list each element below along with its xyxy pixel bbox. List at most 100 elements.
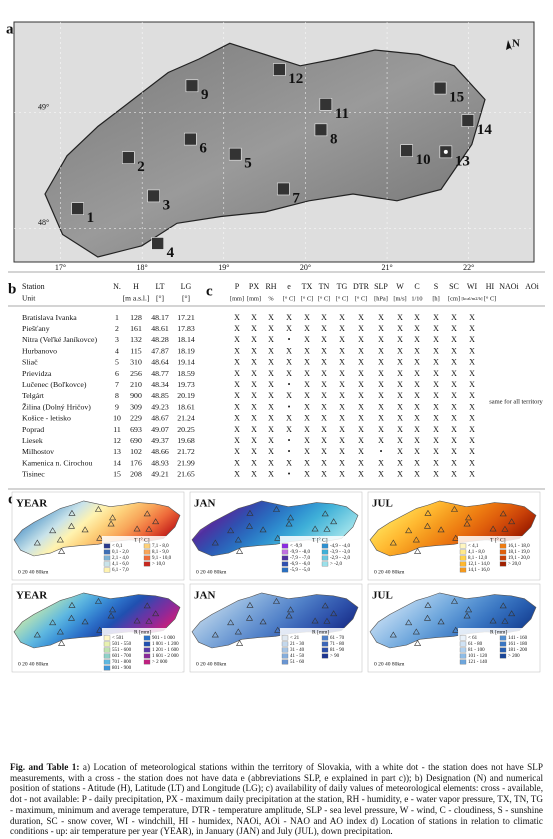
- legend-label: > -2,0: [330, 562, 342, 567]
- availability-mark: X: [451, 313, 457, 322]
- availability-mark: X: [251, 391, 257, 400]
- availability-mark: X: [397, 380, 403, 389]
- availability-mark: X: [234, 380, 240, 389]
- legend-label: 8,1 - 9,0: [152, 550, 169, 555]
- table-header: P: [235, 282, 240, 291]
- availability-mark: X: [378, 458, 384, 467]
- station-number: 15: [449, 90, 464, 106]
- station-triangle: [96, 626, 104, 633]
- station-triangle: [211, 631, 219, 638]
- legend-label: 601 - 700: [112, 654, 132, 659]
- station-name: Košice - letisko: [22, 414, 71, 423]
- map-scale: 0 20 40 80km: [196, 569, 227, 575]
- legend-swatch: [103, 543, 111, 549]
- station-triangle: [56, 536, 64, 543]
- lon-label: 17°: [55, 263, 66, 272]
- station-triangle: [285, 520, 293, 527]
- lon-label: 18°: [137, 263, 148, 272]
- table-unit: [m/s]: [393, 295, 406, 302]
- availability-mark: X: [414, 335, 420, 344]
- availability-mark: X: [234, 324, 240, 333]
- table-number: 208: [130, 470, 142, 479]
- map-scale: 0 20 40 80km: [18, 661, 49, 667]
- availability-mark: X: [358, 380, 364, 389]
- availability-mark: X: [251, 402, 257, 411]
- legend-label: 61 - 80: [468, 642, 483, 647]
- table-unit: [hPa]: [374, 295, 388, 302]
- legend-swatch: [143, 543, 151, 549]
- availability-mark: X: [469, 324, 475, 333]
- availability-mark: X: [234, 470, 240, 479]
- availability-mark: X: [234, 458, 240, 467]
- availability-mark: X: [339, 391, 345, 400]
- availability-mark: X: [268, 358, 274, 367]
- station-number: 13: [455, 153, 470, 169]
- station-triangle: [107, 612, 115, 619]
- availability-mark: X: [451, 425, 457, 434]
- station-name: Žilina (Dolný Hričov): [22, 401, 91, 411]
- table-header: DTR: [353, 282, 370, 291]
- availability-mark: X: [433, 346, 439, 355]
- availability-mark: X: [321, 458, 327, 467]
- station-triangle: [424, 601, 432, 608]
- slovakia-outline: [369, 592, 537, 649]
- availability-mark: X: [234, 358, 240, 367]
- table-number: 128: [130, 313, 142, 322]
- availability-mark: X: [469, 402, 475, 411]
- legend-swatch: [103, 567, 111, 573]
- station-triangle: [49, 527, 57, 534]
- station-triangle: [33, 539, 41, 546]
- station-name: Hurbanovo: [22, 346, 57, 355]
- station-name: Lučenec (Boľkovce): [22, 380, 87, 389]
- availability-mark: X: [251, 425, 257, 434]
- station-name: Liesek: [22, 436, 43, 445]
- station-marker: [433, 81, 447, 95]
- availability-mark: X: [451, 436, 457, 445]
- table-number: 161: [130, 324, 142, 333]
- figure: a N b c d 17°18°19°20°21°22°49°48°123456…: [6, 21, 545, 673]
- table-header: RH: [265, 282, 276, 291]
- legend-swatch: [281, 635, 289, 641]
- legend-label: 81 - 90: [330, 648, 345, 653]
- availability-mark: X: [321, 313, 327, 322]
- legend-swatch: [459, 659, 467, 665]
- table-number: 229: [130, 414, 142, 423]
- legend-title: R [mm]: [490, 629, 507, 635]
- availability-mark: X: [251, 458, 257, 467]
- availability-mark: •: [288, 380, 291, 389]
- table-unit: 1/10: [411, 295, 422, 302]
- availability-mark: X: [321, 380, 327, 389]
- legend-label: 21 - 30: [290, 642, 305, 647]
- availability-mark: X: [358, 324, 364, 333]
- station-triangle: [145, 525, 153, 532]
- legend-label: 2,1 - 4,0: [112, 556, 129, 561]
- availability-mark: X: [286, 324, 292, 333]
- table-unit: [° C]: [283, 295, 296, 302]
- caption-text: a) Location of meteorological stations w…: [10, 762, 544, 837]
- slovakia-outline: [44, 42, 486, 258]
- legend-swatch: [459, 641, 467, 647]
- availability-mark: X: [397, 447, 403, 456]
- availability-mark: X: [397, 324, 403, 333]
- slovakia-outline: [13, 592, 181, 649]
- availability-mark: X: [251, 313, 257, 322]
- table-number: 21.99: [177, 458, 195, 467]
- table-number: 48.17: [151, 313, 169, 322]
- station-triangle: [143, 510, 151, 517]
- legend-swatch: [499, 561, 507, 567]
- availability-mark: X: [451, 380, 457, 389]
- station-marker: [121, 151, 135, 164]
- table-header: LT: [155, 282, 164, 291]
- station-triangle: [489, 617, 497, 624]
- table-number: 19.14: [177, 358, 195, 367]
- legend-label: 31 - 40: [290, 648, 305, 653]
- legend-swatch: [103, 653, 111, 659]
- availability-mark: X: [433, 414, 439, 423]
- availability-mark: X: [304, 346, 310, 355]
- legend-swatch: [499, 647, 507, 653]
- availability-mark: X: [339, 436, 345, 445]
- legend-swatch: [499, 641, 507, 647]
- table-unit: [° C]: [301, 295, 314, 302]
- legend-label: -2,9 - -2,0: [330, 556, 350, 561]
- table-header: HI: [486, 282, 495, 291]
